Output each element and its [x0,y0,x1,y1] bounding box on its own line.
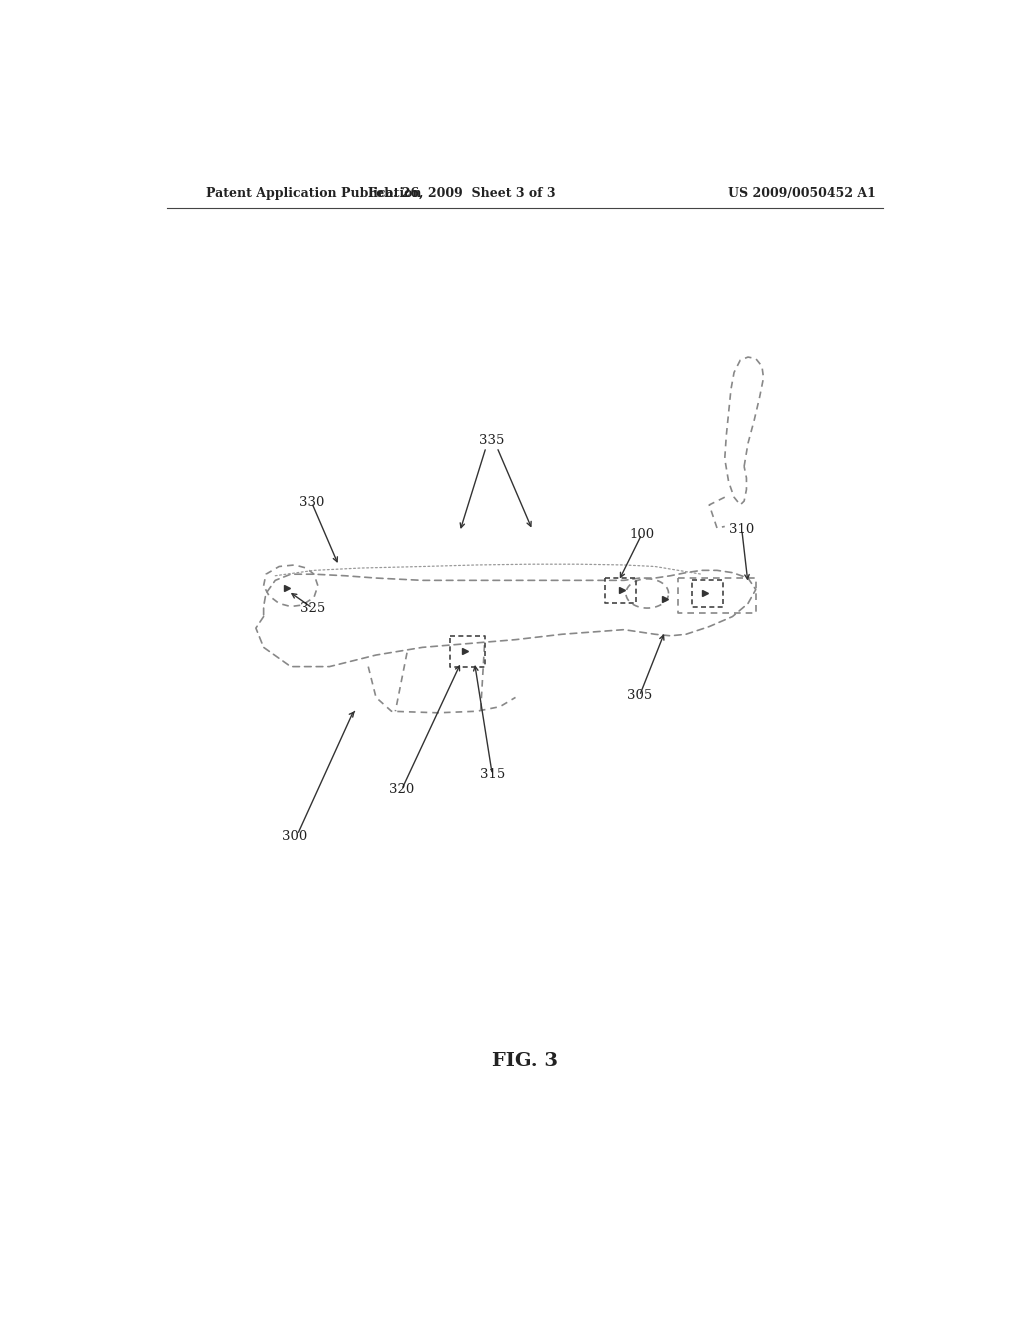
Text: 320: 320 [389,783,414,796]
Text: 325: 325 [300,602,325,615]
Text: Feb. 26, 2009  Sheet 3 of 3: Feb. 26, 2009 Sheet 3 of 3 [368,186,555,199]
Text: US 2009/0050452 A1: US 2009/0050452 A1 [728,186,877,199]
Text: Patent Application Publication: Patent Application Publication [206,186,421,199]
Text: FIG. 3: FIG. 3 [492,1052,558,1069]
Text: 315: 315 [479,768,505,781]
Text: 300: 300 [282,829,307,842]
Text: 330: 330 [299,496,325,510]
Text: 335: 335 [479,434,504,446]
Text: 100: 100 [630,528,654,541]
Text: 305: 305 [627,689,652,702]
Text: 310: 310 [729,523,755,536]
